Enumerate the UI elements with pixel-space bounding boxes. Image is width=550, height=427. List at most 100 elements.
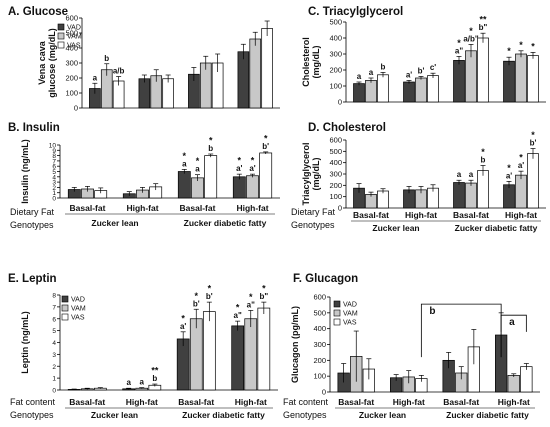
significance-label: a — [126, 378, 131, 387]
bar — [503, 60, 515, 103]
bar — [244, 318, 258, 391]
significance-label: a/b" — [463, 34, 479, 43]
bar — [465, 182, 477, 209]
y-tick-label: 400 — [329, 34, 342, 43]
x-category-label: Basal-fat — [443, 397, 479, 407]
panel-title: F. Glucagon — [293, 273, 358, 285]
significance-label: * — [519, 40, 523, 50]
significance-label: a — [457, 170, 462, 179]
y-axis-label: Glucagon (pg/mL) — [290, 306, 300, 383]
significance-label: * — [262, 284, 266, 294]
bar — [465, 50, 477, 103]
legend-label: VAS — [67, 43, 81, 50]
y-tick-label: 0 — [52, 388, 56, 395]
significance-label: b — [208, 144, 213, 153]
x-category-label: High-fat — [236, 203, 268, 213]
y-tick-label: 200 — [313, 356, 326, 365]
bracket-label: b — [429, 306, 435, 317]
bar — [507, 375, 520, 393]
bar — [527, 153, 539, 209]
y-tick-label: 8 — [52, 153, 56, 160]
x-category-label: High-fat — [126, 397, 158, 407]
panel-title: C. Triacylglycerol — [308, 6, 403, 18]
legend-label: VAD — [71, 297, 85, 304]
y-tick-label: 400 — [313, 324, 326, 333]
bar — [204, 155, 218, 199]
bar — [259, 152, 273, 199]
significance-label: * — [531, 130, 535, 140]
fat-content-label-right: Fat content — [283, 397, 329, 407]
y-tick-label: 400 — [329, 158, 342, 167]
x-category-label: High-fat — [498, 397, 530, 407]
y-tick-label: 10 — [49, 143, 57, 150]
y-tick-label: 3 — [52, 180, 56, 187]
bar — [477, 170, 489, 209]
y-axis-label: Insulin (ng/mL) — [20, 139, 30, 204]
bar — [365, 80, 377, 103]
y-tick-label: 2 — [52, 364, 56, 371]
y-axis-label: Leptin (ng/mL) — [20, 311, 30, 374]
genotype-label: Zucker diabetic fatty — [182, 410, 265, 420]
significance-label: b — [152, 374, 157, 383]
genotypes-label-right-bottom: Genotypes — [283, 410, 327, 420]
genotype-label: Zucker lean — [91, 410, 138, 420]
significance-label: b" — [479, 23, 488, 32]
bar — [377, 74, 389, 103]
significance-label: b' — [193, 299, 200, 308]
legend-swatch — [61, 304, 69, 312]
significance-label: a — [182, 159, 187, 168]
y-tick-label: 0 — [322, 388, 326, 397]
y-tick-label: 500 — [329, 18, 342, 27]
significance-label: a — [469, 170, 474, 179]
y-tick-label: 5 — [52, 169, 56, 176]
x-category-label: Basal-fat — [69, 397, 105, 407]
bar — [453, 182, 465, 209]
significance-label: a' — [180, 322, 186, 331]
significance-label: ** — [151, 366, 159, 376]
y-axis-label: Cholesterol — [301, 37, 311, 87]
bar — [520, 366, 533, 393]
y-tick-label: 4 — [52, 340, 56, 347]
bar — [177, 171, 191, 199]
y-tick-label: 8 — [52, 293, 56, 300]
significance-label: a — [93, 73, 98, 82]
significance-label: b' — [418, 66, 425, 75]
bracket-label: a — [509, 317, 515, 328]
bar — [415, 77, 427, 103]
significance-label: a — [357, 72, 362, 81]
significance-label: a — [195, 165, 200, 174]
legend-label: VAS — [71, 315, 85, 322]
x-category-label: Basal-fat — [178, 397, 214, 407]
y-tick-label: 300 — [329, 50, 342, 59]
y-tick-label: 100 — [329, 192, 342, 201]
significance-label: a/b — [113, 67, 125, 76]
panel-a: A. Glucose 0 100 200 300 400 500 600 Vena cava gl… — [8, 6, 280, 113]
significance-label: c' — [430, 63, 436, 72]
y-tick-label: 300 — [329, 170, 342, 179]
x-category-label: Basal-fat — [338, 397, 374, 407]
x-category-label: High-fat — [405, 210, 437, 220]
bar — [162, 78, 174, 109]
panel-c: C. Triacylglycerol 0 100 200 300 400 500 Choles… — [301, 6, 546, 107]
y-axis-label: Vena cava — [37, 40, 47, 85]
y-tick-label: 0 — [52, 196, 56, 203]
y-tick-label: 1 — [52, 190, 56, 197]
y-tick-label: 1 — [52, 376, 56, 383]
bar — [515, 174, 527, 209]
bar — [246, 175, 259, 199]
significance-label: b" — [259, 292, 268, 301]
significance-label: * — [209, 136, 213, 146]
significance-label: * — [238, 156, 242, 166]
y-axis-label: Triacylglycerol — [301, 142, 311, 205]
significance-label: a' — [236, 164, 242, 173]
y-tick-label: 500 — [329, 147, 342, 156]
genotypes-label-left: Genotypes — [10, 220, 54, 230]
legend-label: VAS — [343, 320, 357, 327]
dietary-fat-label-right: Dietary Fat — [291, 207, 336, 217]
y-tick-label: 6 — [52, 164, 56, 171]
x-category-label: Basal-fat — [180, 203, 216, 213]
y-tick-label: 400 — [65, 44, 78, 53]
significance-label: * — [531, 41, 535, 51]
